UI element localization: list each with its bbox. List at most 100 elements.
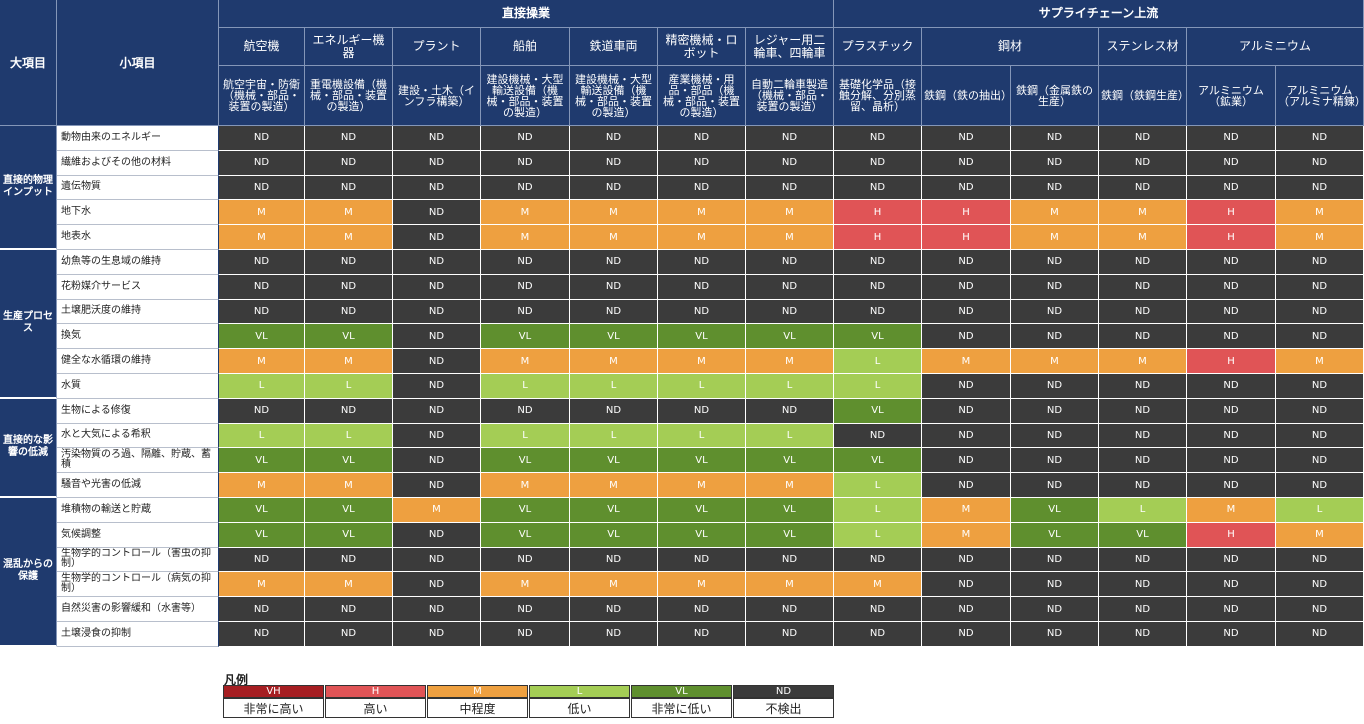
rating-cell: VL <box>658 522 746 548</box>
rating-cell: M <box>305 572 393 598</box>
rating-cell: ND <box>481 274 570 300</box>
rating-cell: ND <box>922 299 1011 325</box>
rating-cell: ND <box>746 175 834 201</box>
rating-cell: L <box>658 374 746 399</box>
rating-cell: M <box>305 349 393 374</box>
rating-cell: VL <box>481 498 570 523</box>
rating-cell: M <box>305 225 393 250</box>
rating-cell: VL <box>305 498 393 523</box>
rating-cell: M <box>1276 522 1364 548</box>
rating-cell: M <box>219 349 305 374</box>
rating-cell: ND <box>1187 473 1276 498</box>
sector-header: ステンレス材 <box>1099 28 1187 66</box>
rating-cell: ND <box>393 225 481 250</box>
rating-cell: ND <box>1099 597 1187 622</box>
rating-cell: ND <box>305 150 393 176</box>
row-label: 幼魚等の生息域の維持 <box>57 250 219 275</box>
rating-cell: ND <box>1011 324 1099 350</box>
rating-cell: M <box>1187 498 1276 523</box>
rating-cell: ND <box>1099 572 1187 598</box>
rating-cell: ND <box>1276 597 1364 622</box>
rating-cell: ND <box>393 126 481 151</box>
rating-cell: ND <box>393 349 481 374</box>
rating-cell: ND <box>570 250 658 275</box>
legend-label: 高い <box>325 698 426 718</box>
rating-cell: L <box>219 423 305 449</box>
rating-cell: ND <box>1011 473 1099 498</box>
rating-cell: ND <box>219 150 305 176</box>
rating-cell: ND <box>1276 175 1364 201</box>
rating-cell: ND <box>1276 547 1364 573</box>
rating-cell: ND <box>481 299 570 325</box>
rating-cell: ND <box>393 622 481 647</box>
rating-cell: ND <box>570 274 658 300</box>
rating-cell: L <box>834 473 922 498</box>
legend-code: ND <box>733 685 834 698</box>
subsector-header: 鉄鋼（鉄鋼生産） <box>1099 66 1187 126</box>
row-label: 騒音や光害の低減 <box>57 473 219 498</box>
rating-cell: ND <box>219 622 305 647</box>
rating-cell: ND <box>1276 299 1364 325</box>
rating-cell: ND <box>393 547 481 573</box>
rating-cell: VL <box>219 498 305 523</box>
rating-cell: ND <box>658 175 746 201</box>
row-label: 水質 <box>57 374 219 399</box>
rating-cell: ND <box>1187 572 1276 598</box>
rating-cell: ND <box>481 175 570 201</box>
dependency-heatmap-table: 大項目 小項目 直接操業 サプライチェーン上流 航空機 エネルギー機器 プラント 船舶 鉄道車両… <box>0 0 1364 647</box>
rating-cell: M <box>219 473 305 498</box>
rating-cell: M <box>481 200 570 226</box>
rating-cell: ND <box>922 622 1011 647</box>
rating-cell: VL <box>746 498 834 523</box>
rating-cell: M <box>481 473 570 498</box>
rating-cell: L <box>570 423 658 449</box>
rating-cell: ND <box>1187 374 1276 399</box>
subsector-header: 建設・土木（インフラ構築） <box>393 66 481 126</box>
rating-cell: VL <box>1011 498 1099 523</box>
rating-cell: VL <box>1011 522 1099 548</box>
rating-cell: M <box>1099 225 1187 250</box>
category-label: 混乱からの保護 <box>0 498 57 647</box>
rating-cell: ND <box>1276 423 1364 449</box>
rating-cell: VL <box>481 448 570 474</box>
rating-cell: ND <box>1187 597 1276 622</box>
rating-cell: ND <box>393 274 481 300</box>
rating-cell: ND <box>1011 274 1099 300</box>
rating-cell: ND <box>393 324 481 350</box>
rating-cell: ND <box>1011 398 1099 424</box>
rating-cell: ND <box>922 572 1011 598</box>
rating-cell: ND <box>481 150 570 176</box>
rating-cell: ND <box>393 175 481 201</box>
rating-cell: ND <box>481 250 570 275</box>
row-label: 地表水 <box>57 225 219 250</box>
rating-cell: ND <box>1011 150 1099 176</box>
rating-cell: ND <box>570 398 658 424</box>
rating-cell: ND <box>1276 150 1364 176</box>
rating-cell: ND <box>481 126 570 151</box>
rating-cell: ND <box>1099 175 1187 201</box>
rating-cell: ND <box>658 299 746 325</box>
rating-cell: ND <box>1099 448 1187 474</box>
rating-cell: ND <box>219 398 305 424</box>
rating-cell: M <box>746 225 834 250</box>
subsector-header: 建設機械・大型輸送設備（機械・部品・装置の製造） <box>481 66 570 126</box>
rating-cell: M <box>834 572 922 598</box>
rating-cell: ND <box>393 597 481 622</box>
legend-code: M <box>427 685 528 698</box>
rating-cell: L <box>570 374 658 399</box>
rating-cell: ND <box>658 547 746 573</box>
rating-cell: ND <box>922 274 1011 300</box>
rating-cell: ND <box>1099 299 1187 325</box>
rating-cell: ND <box>1099 622 1187 647</box>
rating-cell: ND <box>922 150 1011 176</box>
row-label: 花粉媒介サービス <box>57 274 219 300</box>
rating-cell: ND <box>393 398 481 424</box>
rating-cell: ND <box>834 150 922 176</box>
rating-cell: ND <box>922 473 1011 498</box>
rating-cell: ND <box>1099 374 1187 399</box>
row-label: 水と大気による希釈 <box>57 423 219 449</box>
rating-cell: M <box>570 473 658 498</box>
rating-cell: ND <box>1276 126 1364 151</box>
rating-cell: ND <box>1187 250 1276 275</box>
subsector-header: 鉄鋼（鉄の抽出） <box>922 66 1011 126</box>
